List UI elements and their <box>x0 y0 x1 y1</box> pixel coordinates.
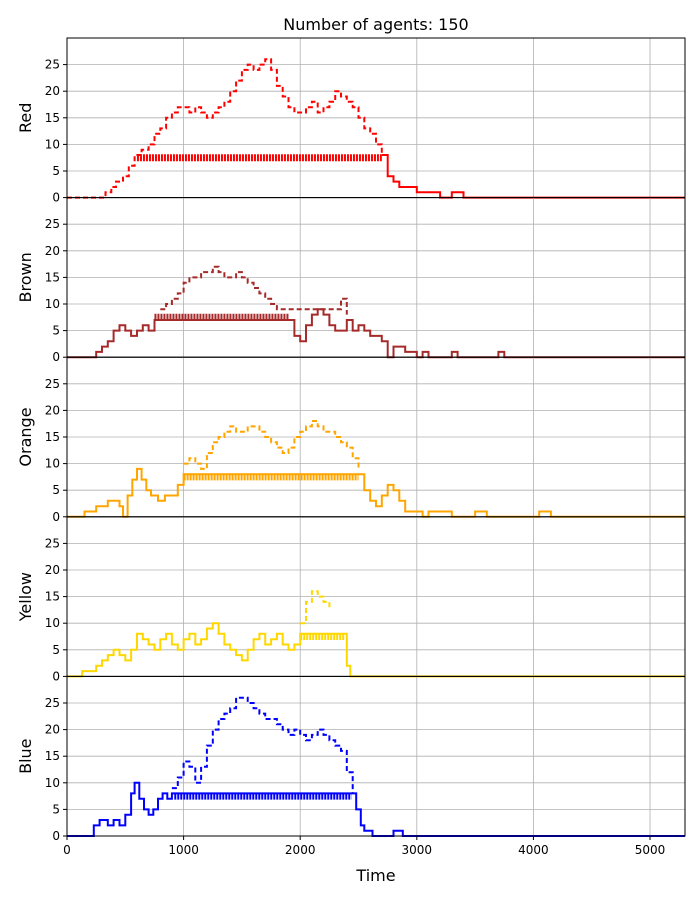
y-axis-label-blue: Blue <box>16 738 35 773</box>
x-tick-label: 4000 <box>518 843 549 857</box>
y-axis-label-orange: Orange <box>16 407 35 466</box>
y-tick-label: 15 <box>45 430 60 444</box>
y-tick-label: 5 <box>52 643 60 657</box>
y-tick-label: 15 <box>45 590 60 604</box>
panel-brown: 0 5 10 15 20 25 Brown <box>16 197 686 364</box>
y-tick-label: 25 <box>45 536 60 550</box>
y-tick-label: 20 <box>45 403 60 417</box>
panels-layer: 0 5 10 15 20 25 Red 0 5 10 15 20 25 Brown 0 5 10 15 20 25 Or… <box>16 37 686 857</box>
series-dashed-orange <box>183 420 360 470</box>
series-dashed-yellow <box>300 590 331 625</box>
y-tick-label: 20 <box>45 244 60 258</box>
x-tick-label: 5000 <box>635 843 666 857</box>
y-axis-label-red: Red <box>16 103 35 133</box>
y-tick-label: 0 <box>52 510 60 524</box>
y-tick-label: 10 <box>45 457 60 471</box>
y-tick-label: 10 <box>45 297 60 311</box>
series-solid-blue <box>67 781 685 837</box>
y-tick-label: 10 <box>45 137 60 151</box>
x-tick-label: 3000 <box>402 843 433 857</box>
y-tick-label: 15 <box>45 111 60 125</box>
y-tick-label: 10 <box>45 776 60 790</box>
y-tick-label: 20 <box>45 84 60 98</box>
y-tick-label: 0 <box>52 191 60 205</box>
y-tick-label: 0 <box>52 669 60 683</box>
y-tick-label: 25 <box>45 377 60 391</box>
y-tick-label: 20 <box>45 563 60 577</box>
y-tick-label: 5 <box>52 802 60 816</box>
y-tick-label: 5 <box>52 324 60 338</box>
y-axis-label-yellow: Yellow <box>16 572 35 622</box>
chart-title: Number of agents: 150 <box>283 15 468 34</box>
y-axis-label-brown: Brown <box>16 252 35 302</box>
series-solid-brown <box>67 308 685 359</box>
series-solid-orange <box>67 467 685 518</box>
series-solid-red <box>381 154 685 199</box>
y-tick-label: 15 <box>45 270 60 284</box>
x-tick-label: 2000 <box>285 843 316 857</box>
panel-blue: 0 5 10 15 20 25 Blue <box>16 675 686 843</box>
y-tick-label: 25 <box>45 217 60 231</box>
x-axis-label: Time <box>355 866 395 885</box>
panel-frame <box>66 675 686 837</box>
y-tick-label: 0 <box>52 829 60 843</box>
panel-red: 0 5 10 15 20 25 Red <box>16 37 686 205</box>
y-tick-label: 5 <box>52 164 60 178</box>
series-dashed-red <box>67 58 383 199</box>
series-dashed-brown <box>160 265 348 315</box>
panel-yellow: 0 5 10 15 20 25 Yellow <box>16 516 686 683</box>
y-tick-label: 10 <box>45 616 60 630</box>
y-tick-label: 25 <box>45 696 60 710</box>
x-tick-label: 0 <box>63 843 71 857</box>
y-tick-label: 20 <box>45 723 60 737</box>
y-tick-label: 15 <box>45 749 60 763</box>
y-tick-label: 0 <box>52 350 60 364</box>
series-solid-yellow <box>67 622 685 678</box>
y-tick-label: 5 <box>52 483 60 497</box>
x-tick-label: 1000 <box>168 843 199 857</box>
y-tick-label: 25 <box>45 58 60 72</box>
series-dashed-blue <box>171 696 354 794</box>
panel-orange: 0 5 10 15 20 25 Orange <box>16 356 686 524</box>
